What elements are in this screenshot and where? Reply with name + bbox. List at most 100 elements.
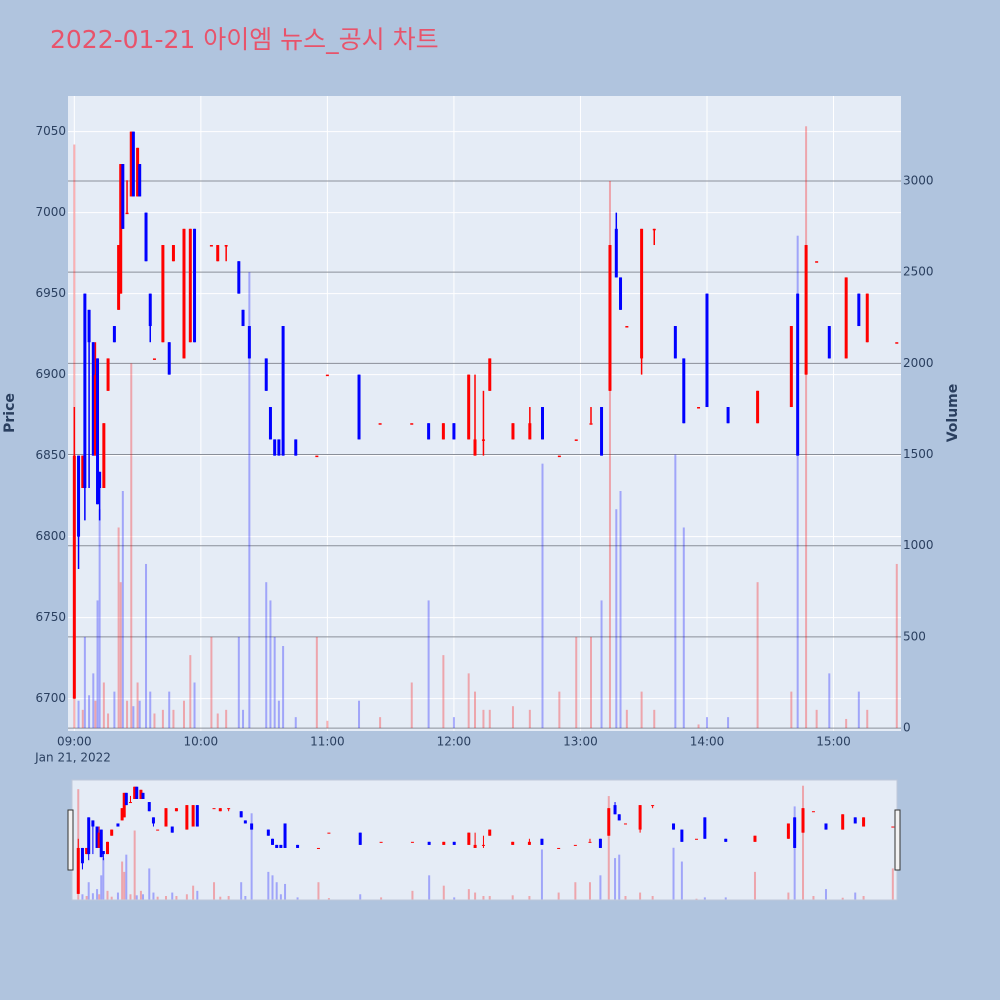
volume-bar (265, 582, 268, 729)
candle-body (325, 374, 329, 377)
candle-body (705, 293, 709, 408)
candle-body (865, 293, 869, 343)
slider-candle-body (99, 829, 103, 858)
candle-body (640, 228, 644, 359)
slider-candle-body (623, 823, 627, 825)
slider-candle-body (793, 817, 797, 848)
slider-candle-body (452, 841, 456, 845)
slider-volume-bar (787, 892, 790, 900)
slider-volume-bar (639, 892, 642, 900)
slider-candle-body (296, 844, 300, 848)
slider-volume-bar (96, 889, 99, 900)
candle-body (589, 423, 593, 425)
slider-candle-body (139, 789, 143, 799)
candle-body (247, 326, 251, 359)
volume-bar (138, 700, 141, 729)
candle-body (277, 439, 281, 456)
volume-bar (575, 636, 578, 729)
candle-body (136, 147, 140, 197)
slider-volume-bar (142, 894, 145, 900)
candle-body (281, 326, 285, 456)
candle-body (796, 293, 800, 456)
volume-bar (248, 272, 251, 729)
volume-bar (189, 655, 192, 729)
candle-body (726, 407, 730, 424)
y-tick-label: 6750 (35, 610, 66, 624)
slider-volume-bar (139, 890, 142, 900)
volume-bar (427, 600, 430, 729)
volume-bar (149, 691, 152, 729)
slider-candle-body (488, 829, 492, 836)
slider-candle-body (651, 805, 655, 807)
slider-volume-bar (81, 894, 84, 900)
slider-candle-body (156, 829, 160, 831)
slider-candle-body (891, 826, 895, 828)
slider-candle-body (250, 823, 254, 830)
slider-candle-body (80, 847, 84, 864)
slider-candle-body (427, 841, 431, 845)
slider-volume-bar (219, 896, 222, 900)
slider-candle-body (122, 792, 126, 818)
slider-candle-body (133, 786, 137, 799)
volume-bar (94, 700, 97, 729)
slider-candle-body (824, 823, 828, 830)
candle-body (682, 358, 686, 424)
slider-volume-bar (110, 896, 113, 900)
slider-candle-body (703, 817, 707, 839)
slider-candle-body (598, 838, 602, 848)
y2-axis-title: Volume (945, 384, 961, 443)
volume-bar (172, 709, 175, 729)
volume-bar (130, 363, 133, 729)
volume-bar (805, 126, 808, 729)
candle-body (224, 245, 228, 247)
slider-volume-bar (891, 868, 894, 900)
volume-bar (442, 655, 445, 729)
y-axis-title: Price (2, 393, 18, 433)
slider-volume-bar (599, 875, 602, 900)
candle-body (87, 309, 91, 343)
volume-bar (88, 695, 91, 729)
candle-body (557, 455, 561, 458)
candle-body (167, 342, 171, 375)
volume-bar (132, 706, 135, 729)
volume-bar (625, 709, 628, 729)
slider-candle-body (170, 826, 174, 833)
slider-handle-right[interactable] (894, 809, 901, 871)
volume-bar (237, 636, 240, 729)
slider-volume-bar (428, 875, 431, 900)
slider-candle-body (243, 820, 247, 824)
slider-volume-bar (91, 893, 94, 900)
slider-volume-bar (618, 854, 621, 900)
slider-volume-bar (327, 898, 330, 900)
candle-body (77, 455, 81, 537)
slider-candle-body (116, 823, 120, 827)
volume-bar (697, 724, 700, 729)
slider-volume-bar (812, 896, 815, 900)
volume-bar (379, 717, 382, 729)
volume-bar (121, 491, 124, 729)
candle-body (106, 358, 110, 391)
slider-candle-body (147, 802, 151, 812)
slider-volume-bar (213, 882, 216, 900)
y2-tick-label: 0 (903, 721, 911, 735)
volume-bar (857, 691, 860, 729)
range-slider[interactable] (71, 779, 898, 901)
y2-tick-label: 2500 (903, 265, 934, 279)
slider-handle-left[interactable] (67, 809, 74, 871)
slider-candle-body (283, 823, 287, 848)
candle-body (540, 407, 544, 440)
volume-bar (182, 700, 185, 729)
slider-volume-bar (192, 885, 195, 900)
slider-candle-body (613, 805, 617, 815)
slider-candle-body (191, 805, 195, 827)
volume-bar (589, 636, 592, 729)
slider-volume-bar (841, 897, 844, 900)
volume-bar (282, 646, 285, 729)
volume-bar (452, 717, 455, 729)
slider-volume-bar (793, 806, 796, 900)
volume-bar (326, 720, 329, 729)
slider-volume-bar (129, 894, 132, 900)
candle-body (895, 342, 899, 344)
volume-bar (126, 700, 129, 729)
